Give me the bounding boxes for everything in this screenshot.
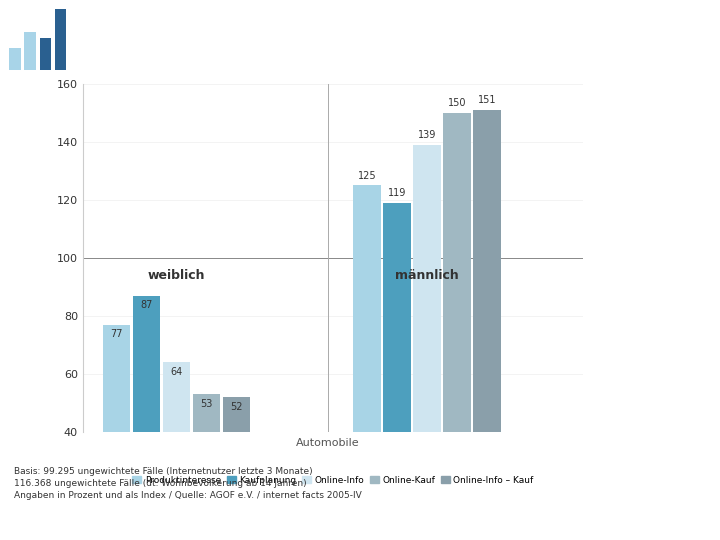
Bar bbox=[443, 113, 471, 540]
Bar bbox=[132, 295, 161, 540]
Text: 119: 119 bbox=[387, 188, 406, 198]
Text: weiblich: weiblich bbox=[148, 269, 205, 282]
Bar bbox=[413, 145, 441, 540]
Text: Geschlecht – Index vs. Bevölkerung: Geschlecht – Index vs. Bevölkerung bbox=[97, 28, 455, 45]
Text: 52: 52 bbox=[230, 402, 243, 411]
Bar bbox=[24, 32, 36, 70]
Text: 77: 77 bbox=[110, 329, 123, 339]
Legend: Produktinteresse, Kaufplanung, Online-Info, Online-Kauf, Online-Info – Kauf: Produktinteresse, Kaufplanung, Online-In… bbox=[129, 472, 537, 489]
Bar bbox=[103, 325, 130, 540]
Bar bbox=[383, 202, 410, 540]
Text: 64: 64 bbox=[171, 367, 183, 377]
Bar bbox=[9, 48, 21, 70]
Bar bbox=[55, 9, 66, 70]
Text: 150: 150 bbox=[448, 98, 466, 109]
Bar bbox=[223, 397, 251, 540]
Text: 87: 87 bbox=[140, 300, 153, 310]
Text: Automobile: Automobile bbox=[296, 438, 360, 448]
Text: männlich: männlich bbox=[395, 269, 459, 282]
Text: Basis: 99.295 ungewichtete Fälle (Internetnutzer letzte 3 Monate)
116.368 ungewi: Basis: 99.295 ungewichtete Fälle (Intern… bbox=[14, 467, 362, 500]
Bar bbox=[40, 38, 51, 70]
Text: 125: 125 bbox=[357, 171, 376, 181]
Text: 139: 139 bbox=[418, 130, 436, 140]
Text: 53: 53 bbox=[200, 399, 213, 409]
Bar bbox=[193, 394, 220, 540]
Bar bbox=[353, 185, 381, 540]
Bar bbox=[163, 362, 190, 540]
Text: 23: 23 bbox=[650, 511, 671, 526]
Text: AGOF: AGOF bbox=[26, 86, 50, 95]
Text: 151: 151 bbox=[477, 96, 496, 105]
Bar bbox=[473, 110, 500, 540]
